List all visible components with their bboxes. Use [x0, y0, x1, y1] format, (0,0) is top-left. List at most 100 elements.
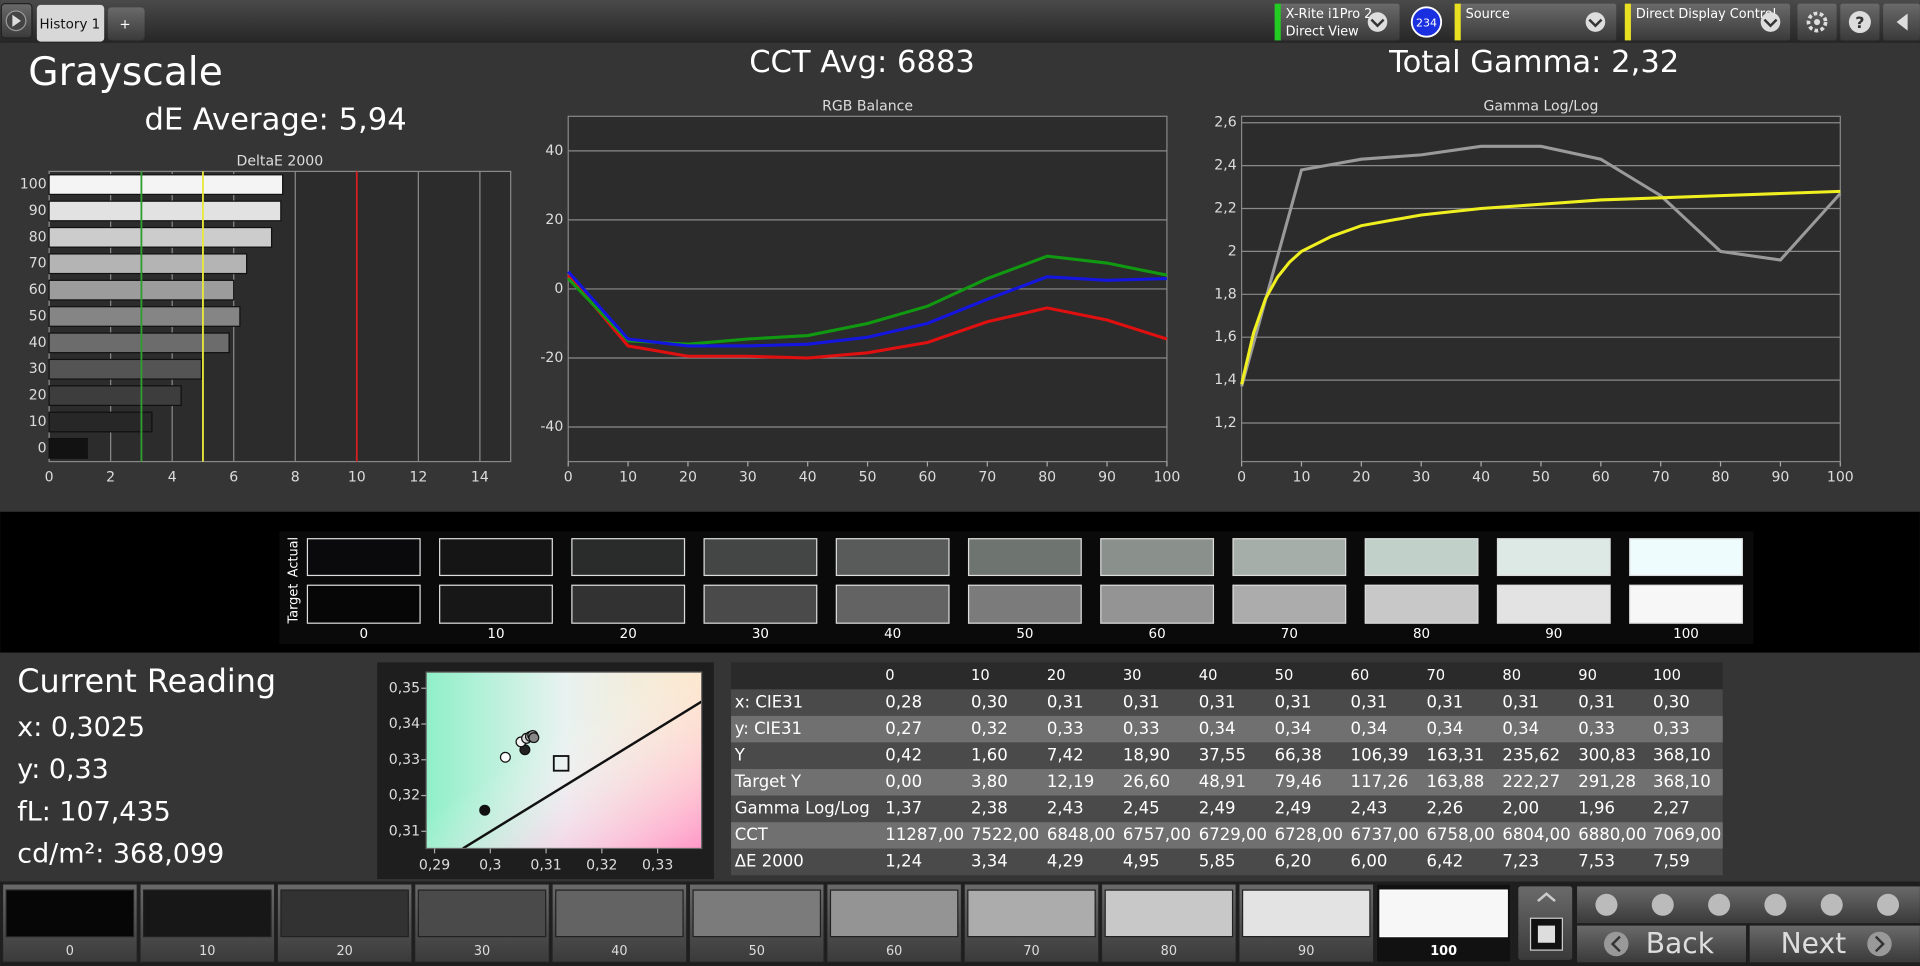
reading-line: fL: 107,435 [17, 796, 170, 827]
series-line [567, 274, 1168, 360]
category-label: 50 [29, 308, 47, 324]
table-row-bg [731, 795, 1723, 823]
cell: 0,31 [1502, 692, 1539, 711]
x-tick-label: 2 [106, 469, 115, 485]
level-button[interactable]: 20 [276, 883, 413, 963]
y-tick-label: 0,32 [389, 788, 420, 804]
cell: 222,27 [1502, 772, 1560, 791]
row-label: Gamma Log/Log [735, 799, 870, 818]
actual-swatch [1232, 538, 1347, 577]
target-point [552, 755, 570, 772]
cell: 0,33 [1653, 719, 1690, 738]
x-tick-label: 8 [291, 469, 300, 485]
category-label: 40 [29, 335, 47, 351]
x-tick-label: 60 [918, 469, 936, 485]
display-label: Direct Display Control [1636, 7, 1776, 22]
x-tick-label: 70 [1652, 469, 1670, 485]
level-button[interactable]: 50 [688, 883, 825, 963]
transport-controls[interactable] [1518, 886, 1920, 960]
level-button[interactable]: 90 [1238, 883, 1375, 963]
y-tick-label: 20 [545, 212, 563, 228]
cell: 0,33 [1123, 719, 1160, 738]
cell: 6758,00 [1426, 825, 1494, 844]
cell: 0,30 [971, 692, 1008, 711]
y-tick-label: 0,34 [389, 716, 420, 732]
cell: 117,26 [1351, 772, 1409, 791]
button-label: 70 [1023, 944, 1039, 959]
level-button[interactable]: 80 [1100, 883, 1237, 963]
cell: 368,10 [1653, 745, 1711, 764]
swatch-level: 100 [1673, 627, 1699, 642]
x-tick-label: 100 [1827, 469, 1854, 485]
series-line [1240, 189, 1841, 385]
button-swatch [1379, 889, 1508, 938]
settings-button[interactable] [1797, 3, 1837, 41]
level-button[interactable]: 40 [551, 883, 688, 963]
y-tick-label: 2,6 [1214, 115, 1236, 131]
swatch-row-label: Target [286, 584, 301, 625]
y-tick-label: 1,4 [1214, 372, 1236, 388]
plot-area [1240, 115, 1841, 463]
badge[interactable]: 234 [1410, 6, 1443, 38]
x-tick-label: 12 [409, 469, 427, 485]
x-tick-label: 0 [45, 469, 54, 485]
cell: 368,10 [1653, 772, 1711, 791]
cell: 300,83 [1578, 745, 1636, 764]
level-button[interactable]: 30 [414, 883, 550, 963]
bar [48, 411, 153, 433]
cell: 0,28 [885, 692, 922, 711]
level-button[interactable]: 100 [1375, 883, 1512, 963]
meter-select[interactable]: X-Rite i1Pro 2 Direct View [1274, 3, 1400, 41]
level-button[interactable]: 70 [963, 883, 1100, 963]
cie-plot-shade [426, 672, 702, 849]
cell: 18,90 [1123, 745, 1170, 764]
display-select[interactable]: Direct Display Control [1624, 3, 1791, 41]
level-button[interactable]: 0 [1, 883, 138, 963]
target-swatch [1629, 584, 1743, 624]
level-button[interactable]: 10 [139, 883, 276, 963]
category-label: 90 [29, 203, 47, 219]
bar [48, 226, 273, 248]
x-tick-label: 70 [978, 469, 996, 485]
x-tick-label: 90 [1098, 469, 1116, 485]
bar [48, 332, 230, 354]
column-header: 10 [971, 667, 990, 684]
cell: 1,96 [1578, 799, 1615, 818]
cell: 6757,00 [1123, 825, 1191, 844]
reading-line: y: 0,33 [17, 754, 109, 785]
table-row-bg [731, 715, 1723, 743]
next-button[interactable]: Next [1749, 925, 1920, 963]
x-tick-label: 10 [1293, 469, 1311, 485]
source-select[interactable]: Source [1454, 3, 1617, 41]
level-button[interactable]: 60 [826, 883, 963, 963]
x-tick-label: 4 [168, 469, 177, 485]
x-tick-label: 6 [229, 469, 238, 485]
table-header-bg [731, 662, 1723, 690]
row-label: x: CIE31 [735, 692, 803, 711]
back-button[interactable]: Back [1577, 925, 1747, 963]
collapse-button[interactable] [1883, 3, 1920, 41]
add-tab[interactable]: + [107, 7, 145, 41]
play-button[interactable] [0, 3, 33, 39]
cell: 0,34 [1199, 719, 1236, 738]
x-tick-label: 0,3 [479, 858, 501, 874]
total-gamma: Total Gamma: 2,32 [1388, 45, 1679, 80]
cell: 0,34 [1502, 719, 1539, 738]
y-tick-label: -40 [540, 419, 563, 435]
y-tick-label: 0,33 [389, 752, 420, 768]
help-button[interactable]: ? [1840, 3, 1880, 41]
target-swatch [1232, 584, 1347, 624]
y-tick-label: 2,4 [1214, 158, 1236, 174]
cell: 7069,00 [1653, 825, 1721, 844]
x-tick-label: 20 [1352, 469, 1370, 485]
y-tick-label: 2,2 [1214, 201, 1236, 217]
source-label: Source [1466, 7, 1510, 22]
cell: 7,59 [1653, 852, 1690, 871]
actual-swatch [571, 538, 686, 577]
help-label: ? [1855, 13, 1864, 32]
x-tick-label: 0,32 [586, 858, 617, 874]
x-tick-label: 90 [1771, 469, 1789, 485]
cell: 0,31 [1199, 692, 1236, 711]
history-tab[interactable]: History 1 [36, 4, 105, 42]
cell: 6728,00 [1275, 825, 1343, 844]
